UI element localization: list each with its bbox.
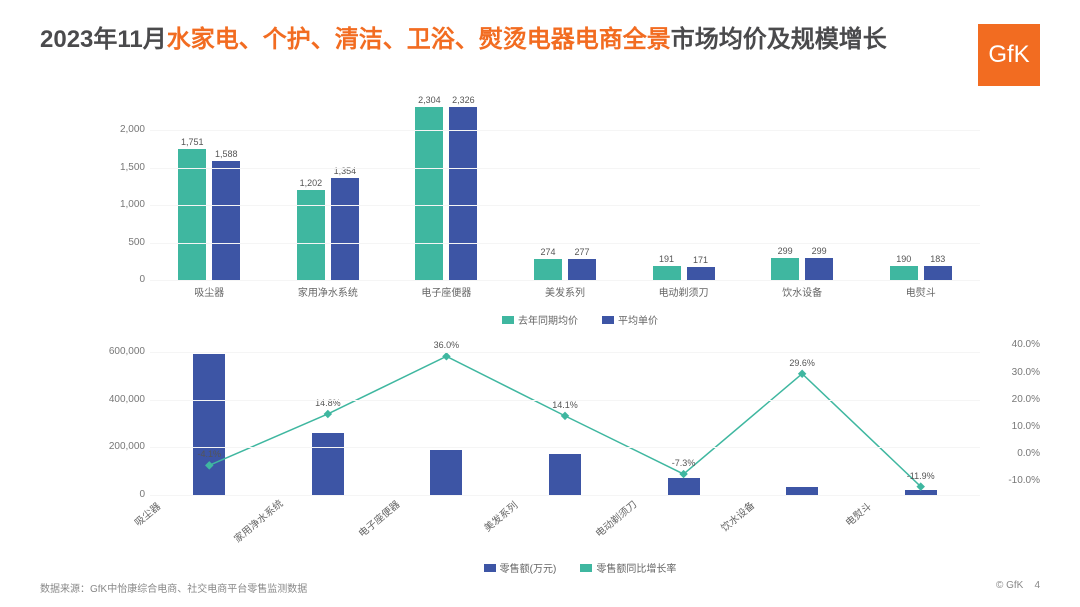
bar: 183 [924, 266, 952, 280]
bar-value: 277 [574, 247, 589, 257]
bar-value: 2,326 [452, 95, 475, 105]
bar-group: 1,2021,354家用净水系统 [269, 178, 388, 280]
x-tick: 美发系列 [545, 284, 585, 299]
y-tick: 0 [110, 274, 145, 285]
bar-value: 274 [540, 247, 555, 257]
bar: 171 [687, 267, 715, 280]
y-right-tick: -10.0% [1008, 475, 1040, 486]
x-tick: 电子座便器 [421, 284, 471, 299]
legend-item: 平均单价 [602, 312, 658, 327]
line-value: 29.6% [789, 358, 815, 368]
y-left-tick: 200,000 [100, 441, 145, 452]
y-tick: 1,000 [110, 199, 145, 210]
bar-value: 171 [693, 255, 708, 265]
bar: 277 [568, 259, 596, 280]
footer-right: © GfK 4 [996, 580, 1040, 595]
bar-group: 饮水设备 [743, 487, 862, 495]
bar-group: 190183电熨斗 [861, 266, 980, 280]
bar [312, 433, 344, 495]
bar-group: 电子座便器 [387, 450, 506, 495]
y-right-tick: 10.0% [1012, 421, 1040, 432]
y-left-tick: 0 [100, 489, 145, 500]
y-right-tick: 30.0% [1012, 367, 1040, 378]
chart-avg-price: 1,7511,588吸尘器1,2021,354家用净水系统2,3042,326电… [120, 115, 1040, 315]
y-right-tick: 20.0% [1012, 394, 1040, 405]
bar: 2,326 [449, 107, 477, 280]
x-tick: 电动剃须刀 [659, 284, 709, 299]
x-tick: 吸尘器 [130, 498, 163, 529]
bar-value: 299 [812, 246, 827, 256]
line-value: -4.1% [198, 449, 222, 459]
line-value: 14.1% [552, 400, 578, 410]
data-source: 数据来源：GfK中怡康综合电商、社交电商平台零售监测数据 [40, 580, 307, 595]
bar: 190 [890, 266, 918, 280]
chart-sales-growth: 吸尘器家用净水系统电子座便器美发系列电动剃须刀饮水设备电熨斗-4.1%14.8%… [120, 340, 1040, 540]
bar: 191 [653, 266, 681, 280]
bar: 1,202 [297, 190, 325, 280]
bar: 299 [805, 258, 833, 280]
x-tick: 电动剃须刀 [592, 496, 640, 540]
x-tick: 饮水设备 [717, 497, 757, 534]
chart1-legend: 去年同期均价 平均单价 [120, 312, 1040, 327]
y-tick: 2,000 [110, 124, 145, 135]
bar-group: 家用净水系统 [269, 433, 388, 495]
bar [193, 354, 225, 495]
bar: 274 [534, 259, 562, 280]
y-tick: 500 [110, 237, 145, 248]
legend-item: 零售额(万元) [484, 560, 557, 575]
footer: 数据来源：GfK中怡康综合电商、社交电商平台零售监测数据 © GfK 4 [40, 580, 1040, 595]
page-title: 2023年11月水家电、个护、清洁、卫浴、熨烫电器电商全景市场均价及规模增长 [40, 24, 966, 55]
x-tick: 家用净水系统 [229, 495, 285, 545]
x-tick: 饮水设备 [782, 284, 822, 299]
bar: 1,588 [212, 161, 240, 280]
bar-group: 电动剃须刀 [624, 478, 743, 495]
x-tick: 吸尘器 [194, 284, 224, 299]
bar-group: 274277美发系列 [506, 259, 625, 280]
chart2-legend: 零售额(万元) 零售额同比增长率 [120, 560, 1040, 575]
bar-value: 299 [778, 246, 793, 256]
header: 2023年11月水家电、个护、清洁、卫浴、熨烫电器电商全景市场均价及规模增长 G… [0, 0, 1080, 86]
y-right-tick: 40.0% [1012, 339, 1040, 350]
bar [786, 487, 818, 495]
bar-value: 2,304 [418, 95, 441, 105]
y-left-tick: 400,000 [100, 394, 145, 405]
y-tick: 1,500 [110, 162, 145, 173]
bar: 2,304 [415, 107, 443, 280]
bar: 1,354 [331, 178, 359, 280]
bar-value: 1,588 [215, 149, 238, 159]
line-value: -7.3% [672, 458, 696, 468]
bar-group: 299299饮水设备 [743, 258, 862, 280]
bar [668, 478, 700, 495]
x-tick: 电熨斗 [906, 284, 936, 299]
bar-value: 1,751 [181, 137, 204, 147]
x-tick: 电熨斗 [842, 498, 875, 529]
legend-item: 去年同期均价 [502, 312, 578, 327]
bar-value: 191 [659, 254, 674, 264]
bar-value: 1,202 [300, 178, 323, 188]
bar [430, 450, 462, 495]
y-left-tick: 600,000 [100, 346, 145, 357]
bar-group: 吸尘器 [150, 354, 269, 495]
legend-item: 零售额同比增长率 [580, 560, 676, 575]
gfk-logo: GfK [978, 24, 1040, 86]
bar-value: 190 [896, 254, 911, 264]
bar-group: 美发系列 [506, 454, 625, 495]
bar-value: 183 [930, 254, 945, 264]
x-tick: 电子座便器 [355, 496, 403, 540]
x-tick: 家用净水系统 [298, 284, 358, 299]
x-tick: 美发系列 [480, 497, 520, 534]
bar [549, 454, 581, 495]
y-right-tick: 0.0% [1017, 448, 1040, 459]
bar: 299 [771, 258, 799, 280]
line-value: 36.0% [434, 340, 460, 350]
bar-group: 191171电动剃须刀 [624, 266, 743, 280]
bar-group: 2,3042,326电子座便器 [387, 107, 506, 280]
line-value: -11.9% [907, 471, 935, 481]
